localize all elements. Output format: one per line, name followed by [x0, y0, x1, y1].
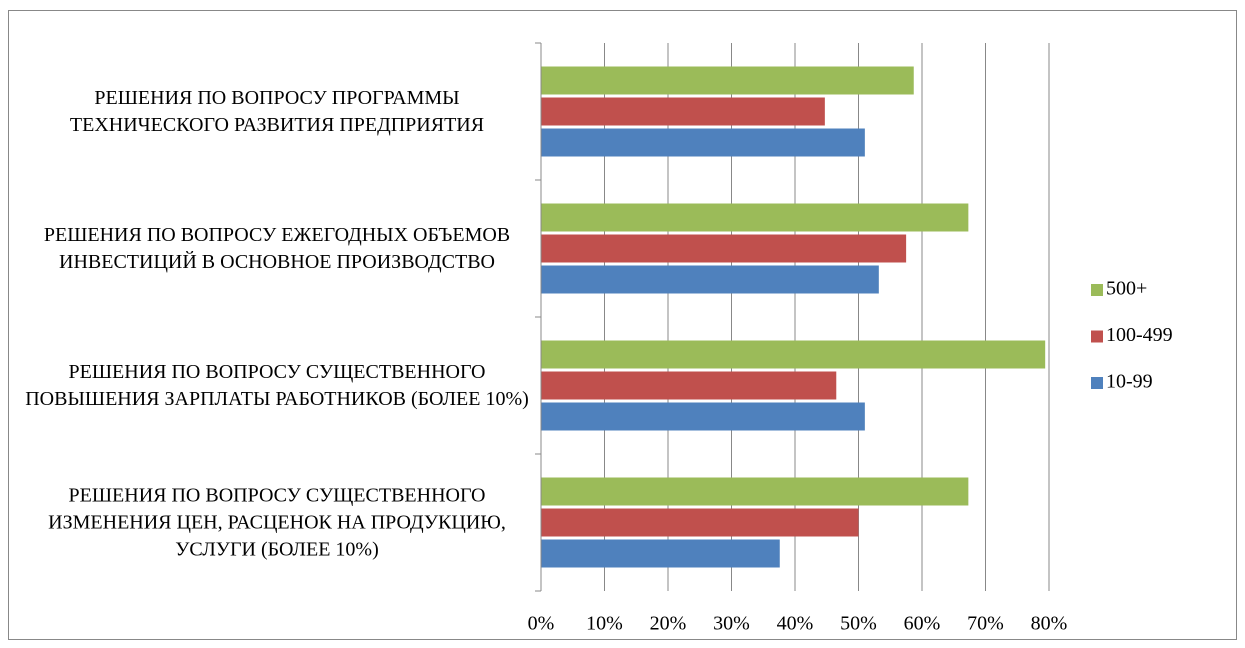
bar	[541, 371, 837, 400]
legend-swatch	[1091, 330, 1103, 343]
x-tick-label: 40%	[777, 613, 814, 635]
bar	[541, 66, 914, 95]
category-label: РЕШЕНИЯ ПО ВОПРОСУ СУЩЕСТВЕННОГО ПОВЫШЕН…	[25, 360, 529, 410]
x-tick-label: 10%	[586, 613, 623, 635]
bar	[541, 265, 879, 294]
bar	[541, 234, 907, 263]
legend-swatch	[1091, 284, 1103, 296]
bar	[541, 539, 780, 568]
bar	[541, 477, 969, 506]
legend-label: 100-499	[1106, 324, 1173, 346]
x-tick-label: 50%	[840, 613, 877, 635]
bar	[541, 508, 859, 537]
x-tick-label: 80%	[1031, 613, 1068, 635]
category-label: РЕШЕНИЯ ПО ВОПРОСУ ПРОГРАММЫ ТЕХНИЧЕСКОГ…	[69, 86, 485, 136]
legend-label: 10-99	[1106, 371, 1153, 393]
chart-border	[8, 10, 1237, 640]
legend-swatch	[1091, 377, 1103, 389]
x-tick-label: 70%	[967, 613, 1004, 635]
legend-label: 500+	[1106, 278, 1147, 300]
x-tick-label: 30%	[713, 613, 750, 635]
x-tick-label: 20%	[650, 613, 687, 635]
bar	[541, 402, 865, 431]
x-tick-label: 0%	[528, 613, 555, 635]
bar	[541, 97, 825, 126]
x-tick-label: 60%	[904, 613, 941, 635]
bar	[541, 203, 969, 232]
bar	[541, 128, 865, 157]
category-label: РЕШЕНИЯ ПО ВОПРОСУ СУЩЕСТВЕННОГО ИЗМЕНЕН…	[48, 484, 506, 560]
bar	[541, 340, 1046, 369]
category-label: РЕШЕНИЯ ПО ВОПРОСУ ЕЖЕГОДНЫХ ОБЪЕМОВ ИНВ…	[43, 223, 511, 273]
